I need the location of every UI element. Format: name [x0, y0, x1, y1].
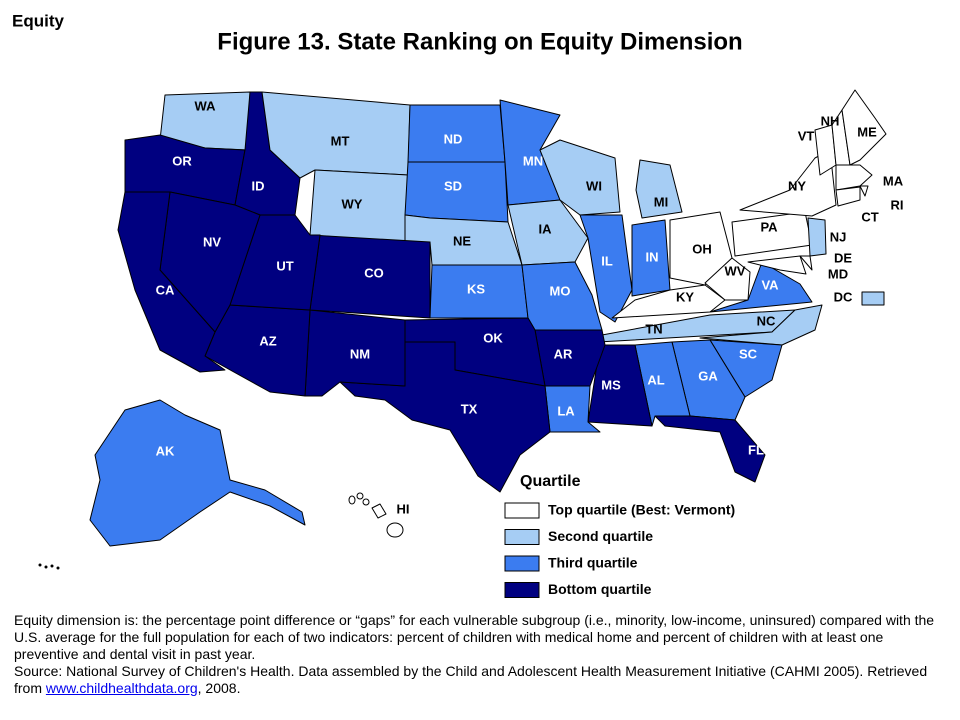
state-label: KY	[676, 289, 694, 304]
source-link[interactable]: www.childhealthdata.org	[45, 680, 198, 696]
legend-label: Third quartile	[548, 555, 638, 571]
state	[835, 186, 861, 207]
states	[38, 89, 887, 570]
state-label: OH	[692, 241, 712, 256]
state-label: VA	[761, 277, 779, 292]
state-label: AZ	[259, 333, 276, 348]
state	[807, 217, 827, 257]
state-label: NC	[757, 313, 776, 328]
state	[579, 214, 633, 323]
source-text: Source: National Survey of Children's He…	[14, 663, 928, 696]
state-label: MD	[828, 266, 848, 281]
island	[56, 566, 60, 570]
state-label: MI	[654, 194, 668, 209]
state-label: IA	[539, 221, 553, 236]
island	[356, 492, 364, 500]
state-label: MO	[550, 283, 571, 298]
legend-swatch	[504, 529, 540, 545]
state-label: CT	[861, 209, 878, 224]
state-label: MN	[523, 153, 543, 168]
state-label: WV	[725, 263, 746, 278]
state	[835, 164, 873, 191]
state	[117, 191, 226, 373]
state-label: TN	[645, 321, 662, 336]
state	[635, 159, 683, 219]
state-label: SD	[444, 178, 462, 193]
state-label: NE	[453, 233, 471, 248]
state-label: KS	[467, 281, 485, 296]
state-label: PA	[760, 219, 778, 234]
source: Source: National Survey of Children's He…	[14, 663, 939, 697]
legend-label: Bottom quartile	[548, 581, 652, 597]
map: Equity Figure 13. State Ranking on Equit…	[12, 11, 904, 598]
state-label: NJ	[830, 229, 847, 244]
state	[709, 261, 813, 313]
legend-swatch	[504, 582, 540, 598]
state	[799, 255, 813, 271]
state-label: WI	[586, 178, 602, 193]
island	[362, 498, 370, 506]
state-label: CO	[364, 265, 384, 280]
state-label: FL	[748, 442, 764, 457]
state-label: HI	[397, 501, 410, 516]
state-label: SC	[739, 346, 758, 361]
island	[50, 564, 54, 568]
state	[861, 291, 885, 306]
state-label: UT	[276, 258, 293, 273]
state-label: DE	[834, 250, 852, 265]
state-label: NH	[821, 113, 840, 128]
state	[654, 415, 766, 483]
state	[339, 341, 551, 493]
legend-swatch	[504, 502, 540, 519]
state-label: DC	[834, 289, 853, 304]
source-end: , 2008.	[197, 680, 241, 696]
state-label: ID	[252, 178, 265, 193]
footnote-text: Equity dimension is: the percentage poin…	[14, 612, 935, 662]
island	[386, 522, 404, 538]
state-label: NV	[203, 234, 221, 249]
island	[348, 495, 356, 505]
state	[747, 255, 807, 275]
state-label: TX	[461, 401, 478, 416]
island	[44, 565, 48, 569]
legend-label: Second quartile	[548, 528, 653, 544]
state-label: IL	[601, 253, 613, 268]
state-label: ND	[444, 131, 463, 146]
state-label: CA	[156, 282, 175, 297]
state	[587, 344, 653, 427]
state	[704, 257, 751, 301]
state-label: NM	[350, 346, 370, 361]
state-label: WY	[342, 196, 363, 211]
state-label: VT	[798, 128, 815, 143]
legend-title: Quartile	[520, 473, 581, 490]
state-label: AK	[156, 443, 175, 458]
state	[89, 399, 306, 547]
state-label: OK	[483, 330, 503, 345]
state-label: IN	[646, 249, 659, 264]
island	[38, 563, 42, 567]
state	[371, 503, 387, 519]
title: Figure 13. State Ranking on Equity Dimen…	[217, 28, 742, 55]
state-label: GA	[698, 368, 718, 383]
legend-label: Top quartile (Best: Vermont)	[548, 502, 735, 518]
state-label: ME	[857, 124, 877, 139]
state-label: MS	[601, 377, 621, 392]
legend: Top quartile (Best: Vermont) Second quart…	[504, 502, 735, 598]
state-label: NY	[788, 178, 806, 193]
corner-label: Equity	[12, 11, 64, 30]
state-label: LA	[557, 403, 575, 418]
state-label: OR	[172, 153, 192, 168]
state-label: AR	[554, 346, 573, 361]
legend-swatch	[504, 555, 540, 572]
state-label: WA	[195, 98, 217, 113]
footnote: Equity dimension is: the percentage poin…	[14, 612, 939, 697]
state	[507, 199, 589, 266]
state-labels: WA OR ID MT WY ND SD NE KS MN IA MO WI IL MI IN OH KY TN WV…	[156, 98, 904, 516]
state-label: MT	[331, 133, 350, 148]
state-label: MA	[883, 173, 904, 188]
state	[859, 185, 869, 197]
state-label: AL	[647, 372, 664, 387]
state-label: RI	[891, 197, 904, 212]
